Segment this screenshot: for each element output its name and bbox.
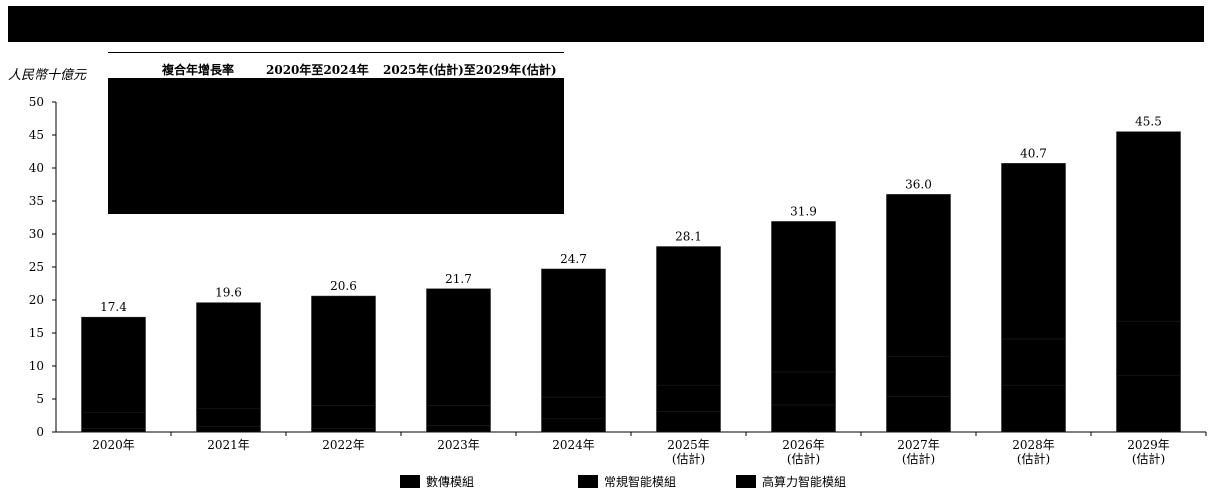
bar-total-label: 21.7 [445, 272, 472, 286]
bar-segment [886, 194, 951, 358]
x-tick-label: 2029年 [1127, 438, 1170, 452]
bar-segment [656, 246, 721, 386]
cagr-table-body [108, 78, 564, 214]
bar-segment [656, 411, 721, 433]
legend-swatch [578, 475, 598, 488]
cagr-table-title: 複合年增長率 [162, 63, 235, 77]
bar-segment [81, 411, 146, 429]
bar-segment [771, 371, 836, 406]
x-tick-label: 2021年 [207, 438, 250, 452]
y-tick-label: 20 [29, 293, 44, 307]
cagr-table-header: 複合年增長率 2020年至2024年 2025年(估計)至2029年(估計) [108, 52, 564, 77]
y-tick-label: 40 [29, 161, 44, 175]
bar-segment [311, 428, 376, 433]
bar-total-label: 45.5 [1135, 115, 1162, 129]
bar-total-label: 20.6 [330, 279, 357, 293]
bar-segment [196, 407, 261, 427]
x-tick-label: 2026年 [782, 438, 825, 452]
x-tick-label: 2028年 [1012, 438, 1055, 452]
legend-label: 常規智能模組 [604, 475, 677, 489]
bar-segment [771, 221, 836, 373]
bar-chart: 0 5 10 15 20 25 30 35 40 45 50 17.4 2020年 19.6 2021年 20… [29, 95, 1207, 466]
y-tick-label: 5 [36, 392, 44, 406]
bar-total-label: 40.7 [1020, 146, 1047, 160]
bar-total-label: 28.1 [675, 230, 702, 244]
y-axis-unit: 人民幣十億元 [8, 68, 87, 83]
bar-segment [1001, 384, 1066, 433]
y-tick-label: 45 [29, 128, 44, 142]
bar-segment [541, 396, 606, 420]
bar-segment [1116, 131, 1181, 322]
x-tick-label: 2020年 [92, 438, 135, 452]
x-tick-label: 2025年 [667, 438, 710, 452]
bar-segment [1001, 163, 1066, 340]
bar-segment [81, 428, 146, 433]
bar-segment [311, 295, 376, 406]
x-tick-label: (估計) [1132, 451, 1165, 466]
bar-total-label: 17.4 [100, 300, 127, 314]
legend-item-data-module: 數傳模組 [400, 473, 474, 490]
bar-total-label: 36.0 [905, 177, 932, 191]
bar-segment [771, 404, 836, 433]
bar-segment [196, 302, 261, 409]
y-tick-label: 0 [36, 425, 44, 439]
cagr-column-2025-2029: 2025年(估計)至2029年(估計) [383, 63, 557, 77]
bar-segment [886, 356, 951, 397]
bar-segment [1116, 374, 1181, 433]
legend-swatch [400, 475, 420, 488]
y-tick-label: 10 [29, 359, 44, 373]
bar-segment [886, 396, 951, 433]
y-tick-label: 25 [29, 260, 44, 274]
bar-segment [656, 384, 721, 412]
y-tick-label: 35 [29, 194, 44, 208]
bar-segment [426, 405, 491, 426]
x-tick-label: (估計) [787, 451, 820, 466]
bar-segment [541, 418, 606, 433]
y-tick-label: 50 [29, 95, 44, 109]
bar-total-label: 19.6 [215, 286, 242, 300]
legend-label: 數傳模組 [426, 475, 475, 489]
bar-segment [1116, 320, 1181, 376]
bar-segment [426, 425, 491, 433]
bar-segment [1001, 338, 1066, 386]
bar-segment [541, 268, 606, 398]
legend-swatch [736, 475, 756, 488]
legend-item-standard-smart-module: 常規智能模組 [578, 473, 676, 490]
legend-label: 高算力智能模組 [762, 475, 847, 489]
x-tick-label: (估計) [902, 451, 935, 466]
x-tick-label: (估計) [672, 451, 705, 466]
y-tick-label: 30 [29, 227, 44, 241]
bar-segment [311, 405, 376, 429]
bar-segment [196, 426, 261, 433]
legend-item-high-compute-module: 高算力智能模組 [736, 473, 846, 490]
x-tick-label: (估計) [1017, 451, 1050, 466]
bar-total-label: 31.9 [790, 204, 817, 218]
bar-segment [81, 316, 146, 413]
x-tick-label: 2022年 [322, 438, 365, 452]
x-tick-label: 2027年 [897, 438, 940, 452]
y-tick-label: 15 [29, 326, 44, 340]
bar-segment [426, 288, 491, 406]
legend: 數傳模組 常規智能模組 高算力智能模組 [0, 473, 1213, 491]
x-tick-label: 2024年 [552, 438, 595, 452]
x-tick-label: 2023年 [437, 438, 480, 452]
bar-total-label: 24.7 [560, 252, 587, 266]
cagr-column-2020-2024: 2020年至2024年 [266, 63, 369, 77]
title-bar [8, 6, 1204, 42]
